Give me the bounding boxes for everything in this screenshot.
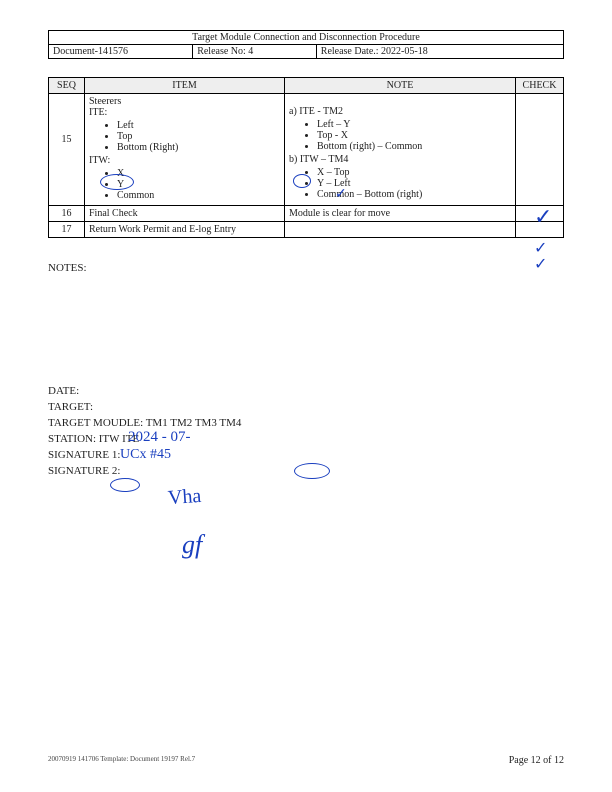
header-table: Target Module Connection and Disconnecti… — [48, 30, 564, 59]
list-item: X – Top — [317, 167, 511, 178]
note-16: Module is clear for move — [285, 206, 516, 222]
list-item: Top - X — [317, 130, 511, 141]
main-table: SEQ ITEM NOTE CHECK 15 Steerers ITE: Lef… — [48, 77, 564, 238]
item-ite-label: ITE: — [89, 107, 280, 118]
list-item: Y – Left — [317, 178, 511, 189]
header-release-date: Release Date.: 2022-05-18 — [316, 45, 563, 59]
page: Target Module Connection and Disconnecti… — [0, 0, 612, 500]
footer-left: 20070919 141706 Template: Document 19197… — [48, 755, 195, 766]
notes-label: NOTES: — [48, 262, 564, 274]
sig-station: STATION: ITW ITE — [48, 432, 564, 448]
note-a: a) ITE - TM2 — [289, 106, 511, 117]
item-itw-label: ITW: — [89, 155, 280, 166]
header-title: Target Module Connection and Disconnecti… — [49, 31, 564, 45]
list-item: Left – Y — [317, 119, 511, 130]
seq-15: 15 — [49, 94, 85, 206]
header-doc: Document-141576 — [49, 45, 193, 59]
list-item: Common – Bottom (right) — [317, 189, 511, 200]
list-item: X — [117, 168, 280, 179]
sig-date: DATE: — [48, 384, 564, 400]
sig-2: SIGNATURE 2: — [48, 464, 564, 480]
table-row: 16 Final Check Module is clear for move — [49, 206, 564, 222]
note-15: a) ITE - TM2 Left – Y Top - X Bottom (ri… — [285, 94, 516, 206]
handwritten-sig2: gf — [182, 530, 202, 560]
list-item: Common — [117, 190, 280, 201]
list-item: Bottom (right) – Common — [317, 141, 511, 152]
signature-block: DATE: TARGET: TARGET MOUDLE: TM1 TM2 TM3… — [48, 384, 564, 480]
list-item: Y — [117, 179, 280, 190]
th-check: CHECK — [516, 78, 564, 94]
header-release-no: Release No: 4 — [193, 45, 317, 59]
note-17 — [285, 222, 516, 238]
item-15: Steerers ITE: Left Top Bottom (Right) IT… — [85, 94, 285, 206]
check-15 — [516, 94, 564, 206]
check-16 — [516, 206, 564, 222]
item-16: Final Check — [85, 206, 285, 222]
sig-module: TARGET MOUDLE: TM1 TM2 TM3 TM4 — [48, 416, 564, 432]
table-row: 15 Steerers ITE: Left Top Bottom (Right)… — [49, 94, 564, 206]
check-17 — [516, 222, 564, 238]
list-item: Left — [117, 120, 280, 131]
list-item: Bottom (Right) — [117, 142, 280, 153]
table-row: 17 Return Work Permit and E-log Entry — [49, 222, 564, 238]
item-17: Return Work Permit and E-log Entry — [85, 222, 285, 238]
th-seq: SEQ — [49, 78, 85, 94]
sig-target: TARGET: — [48, 400, 564, 416]
item-lead: Steerers — [89, 96, 280, 107]
sig-1: SIGNATURE 1: — [48, 448, 564, 464]
list-item: Top — [117, 131, 280, 142]
note-b: b) ITW – TM4 — [289, 154, 511, 165]
seq-16: 16 — [49, 206, 85, 222]
footer-page: Page 12 of 12 — [509, 755, 564, 766]
th-note: NOTE — [285, 78, 516, 94]
th-item: ITEM — [85, 78, 285, 94]
seq-17: 17 — [49, 222, 85, 238]
footer: 20070919 141706 Template: Document 19197… — [48, 755, 564, 766]
